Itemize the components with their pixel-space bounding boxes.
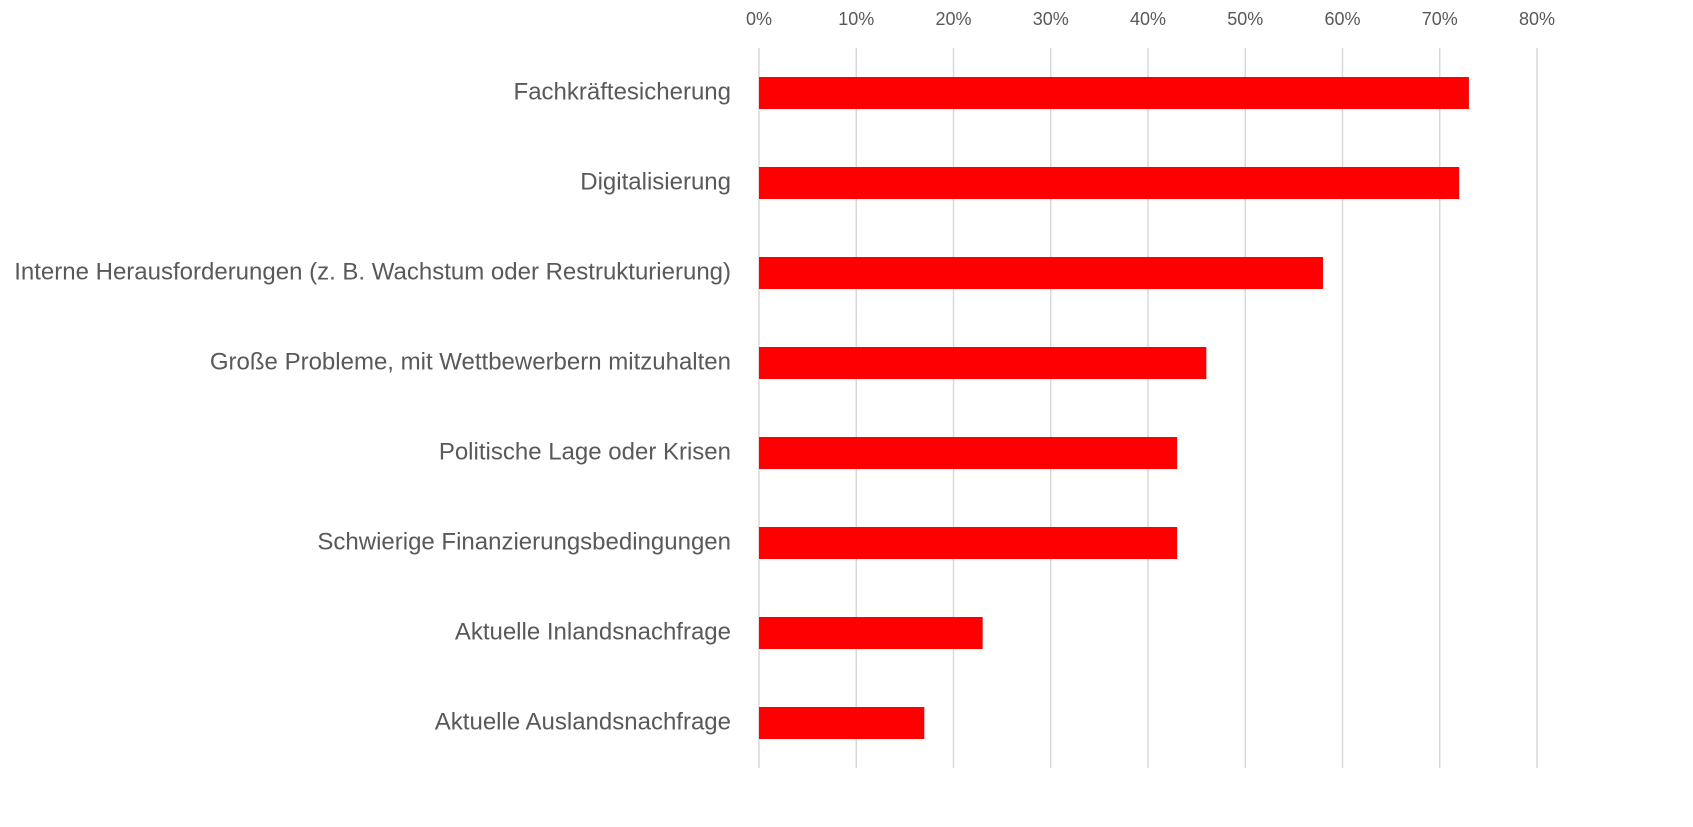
bar — [759, 347, 1207, 379]
bar — [759, 257, 1324, 289]
x-tick-label: 80% — [1519, 9, 1555, 29]
y-tick-label: Aktuelle Inlandsnachfrage — [455, 618, 731, 645]
x-tick-label: 0% — [746, 9, 772, 29]
x-tick-label: 30% — [1033, 9, 1069, 29]
y-tick-label: Aktuelle Auslandsnachfrage — [435, 708, 731, 735]
x-tick-label: 70% — [1422, 9, 1458, 29]
y-tick-label: Große Probleme, mit Wettbewerbern mitzuh… — [210, 348, 731, 375]
x-tick-label: 10% — [838, 9, 874, 29]
x-tick-label: 50% — [1227, 9, 1263, 29]
y-tick-label: Digitalisierung — [580, 168, 731, 195]
bar — [759, 77, 1469, 109]
bar — [759, 617, 983, 649]
x-tick-label: 40% — [1130, 9, 1166, 29]
x-tick-label: 60% — [1324, 9, 1360, 29]
y-tick-label: Politische Lage oder Krisen — [439, 438, 731, 465]
y-tick-label: Fachkräftesicherung — [514, 78, 731, 105]
bar — [759, 437, 1178, 469]
y-tick-label: Schwierige Finanzierungsbedingungen — [317, 528, 731, 555]
bar — [759, 167, 1460, 199]
y-tick-label: Interne Herausforderungen (z. B. Wachstu… — [14, 258, 731, 285]
bar — [759, 707, 925, 739]
x-tick-label: 20% — [935, 9, 971, 29]
bar — [759, 527, 1178, 559]
